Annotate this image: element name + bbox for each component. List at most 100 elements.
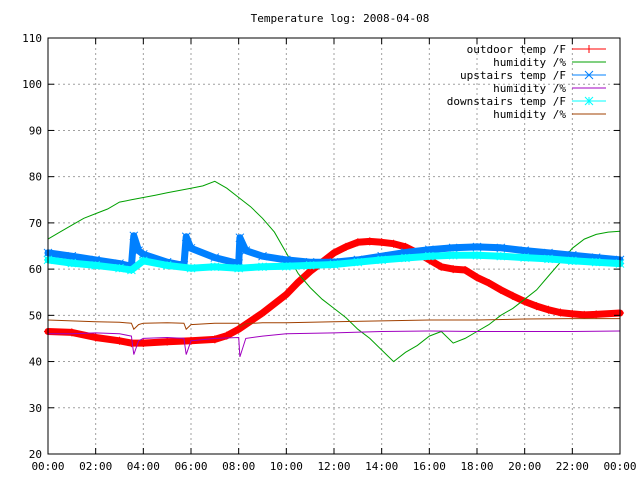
series-1-point [127, 339, 136, 348]
legend-marker-1 [585, 45, 593, 53]
y-tick-label: 40 [29, 356, 42, 369]
series-5-point [544, 254, 553, 264]
series-3-line [44, 232, 624, 270]
legend-label-5: downstairs temp /F [447, 95, 566, 108]
series-6 [47, 318, 620, 331]
chart-title: Temperature log: 2008-04-08 [251, 12, 430, 25]
series-5-point [127, 265, 136, 275]
series-1-point [496, 285, 505, 294]
y-tick-label: 110 [22, 32, 42, 45]
series-1-point [461, 266, 470, 275]
series-1-point [389, 239, 398, 248]
legend-label-1: outdoor temp /F [467, 43, 566, 56]
series-2-line [47, 180, 621, 363]
grid [48, 38, 620, 454]
legend-label-6: humidity /% [493, 108, 566, 121]
legend-label-2: humidity /% [493, 56, 566, 69]
series-3-point [210, 253, 220, 262]
series-1-point [282, 290, 291, 299]
series-1-point [341, 242, 350, 251]
series-1-point [258, 309, 267, 318]
series-1-point [67, 328, 76, 337]
y-tick-label: 50 [29, 309, 42, 322]
series-3-point [134, 246, 143, 255]
series-3-point [472, 242, 482, 252]
series-5-point [496, 251, 506, 261]
series-1-point [353, 238, 362, 247]
x-tick-label: 10:00 [270, 460, 303, 473]
legend-marker-5 [584, 96, 594, 106]
series-4-line [48, 330, 621, 358]
y-tick-label: 80 [29, 171, 42, 184]
series-5-point [138, 256, 148, 266]
y-tick-label: 30 [29, 402, 42, 415]
series-3-point [424, 245, 434, 255]
x-tick-label: 16:00 [413, 460, 446, 473]
series-5-point [258, 262, 267, 272]
x-tick-label: 04:00 [127, 460, 160, 473]
legend-label-4: humidity /% [493, 82, 566, 95]
series-5-point [424, 251, 434, 261]
series-3-point [448, 243, 458, 253]
series-5-point [210, 262, 220, 272]
series-1-point [544, 305, 553, 314]
y-tick-label: 90 [29, 124, 42, 137]
legend-marker-3 [584, 70, 594, 80]
series-5-point [234, 263, 244, 273]
series-3-point [235, 233, 245, 243]
x-tick-label: 20:00 [508, 460, 541, 473]
series-1-point [115, 336, 124, 345]
series-3-point [241, 246, 251, 255]
series-5-point [401, 253, 410, 263]
y-tick-label: 70 [29, 217, 42, 230]
series-5-point [67, 258, 77, 268]
series-1-point [592, 310, 601, 319]
ticks: 00:00 02:00 04:00 06:00 08:00 10:00 12:00 14:00… [22, 32, 636, 473]
series-1-point [139, 339, 148, 348]
series-4 [48, 330, 621, 358]
series-1-point [580, 310, 589, 319]
series-3-point [520, 246, 530, 255]
x-tick-label: 00:00 [31, 460, 64, 473]
series-3-point [138, 249, 148, 259]
x-tick-label: 14:00 [365, 460, 398, 473]
series-1-point [163, 337, 172, 346]
series-5-point [329, 260, 339, 269]
series-6-line [47, 318, 620, 331]
series-3-point [281, 255, 291, 265]
series-1-point [210, 335, 219, 344]
x-tick-label: 00:00 [603, 460, 636, 473]
series-5-point [91, 261, 101, 270]
series-1-point [377, 238, 386, 247]
y-tick-label: 20 [29, 448, 42, 461]
series-1-point [484, 278, 493, 287]
series-5-point [162, 261, 172, 270]
x-tick-label: 02:00 [79, 460, 112, 473]
series-1-point [532, 302, 541, 311]
series-2 [47, 180, 621, 363]
series-1-point [234, 325, 243, 334]
y-tick-label: 100 [22, 78, 42, 91]
x-tick-label: 06:00 [174, 460, 207, 473]
series-3-point [496, 243, 506, 253]
series-3-point [181, 232, 191, 242]
series-5-point [353, 257, 363, 267]
series-1-point [473, 273, 481, 282]
x-tick-label: 22:00 [556, 460, 589, 473]
series-3-point [129, 231, 139, 241]
series-1-point [508, 291, 517, 300]
y-tick-label: 60 [29, 263, 42, 276]
series-5-point [520, 253, 530, 262]
series-5-point [186, 263, 196, 273]
series-1-point [365, 237, 374, 246]
x-tick-label: 12:00 [317, 460, 350, 473]
series-5-point [567, 256, 577, 266]
series-5-point [305, 261, 315, 270]
series-layer [43, 180, 625, 363]
series-1-point [556, 308, 565, 317]
series-1-point [568, 309, 577, 318]
series-3-point [67, 251, 77, 261]
x-tick-label: 08:00 [222, 460, 255, 473]
